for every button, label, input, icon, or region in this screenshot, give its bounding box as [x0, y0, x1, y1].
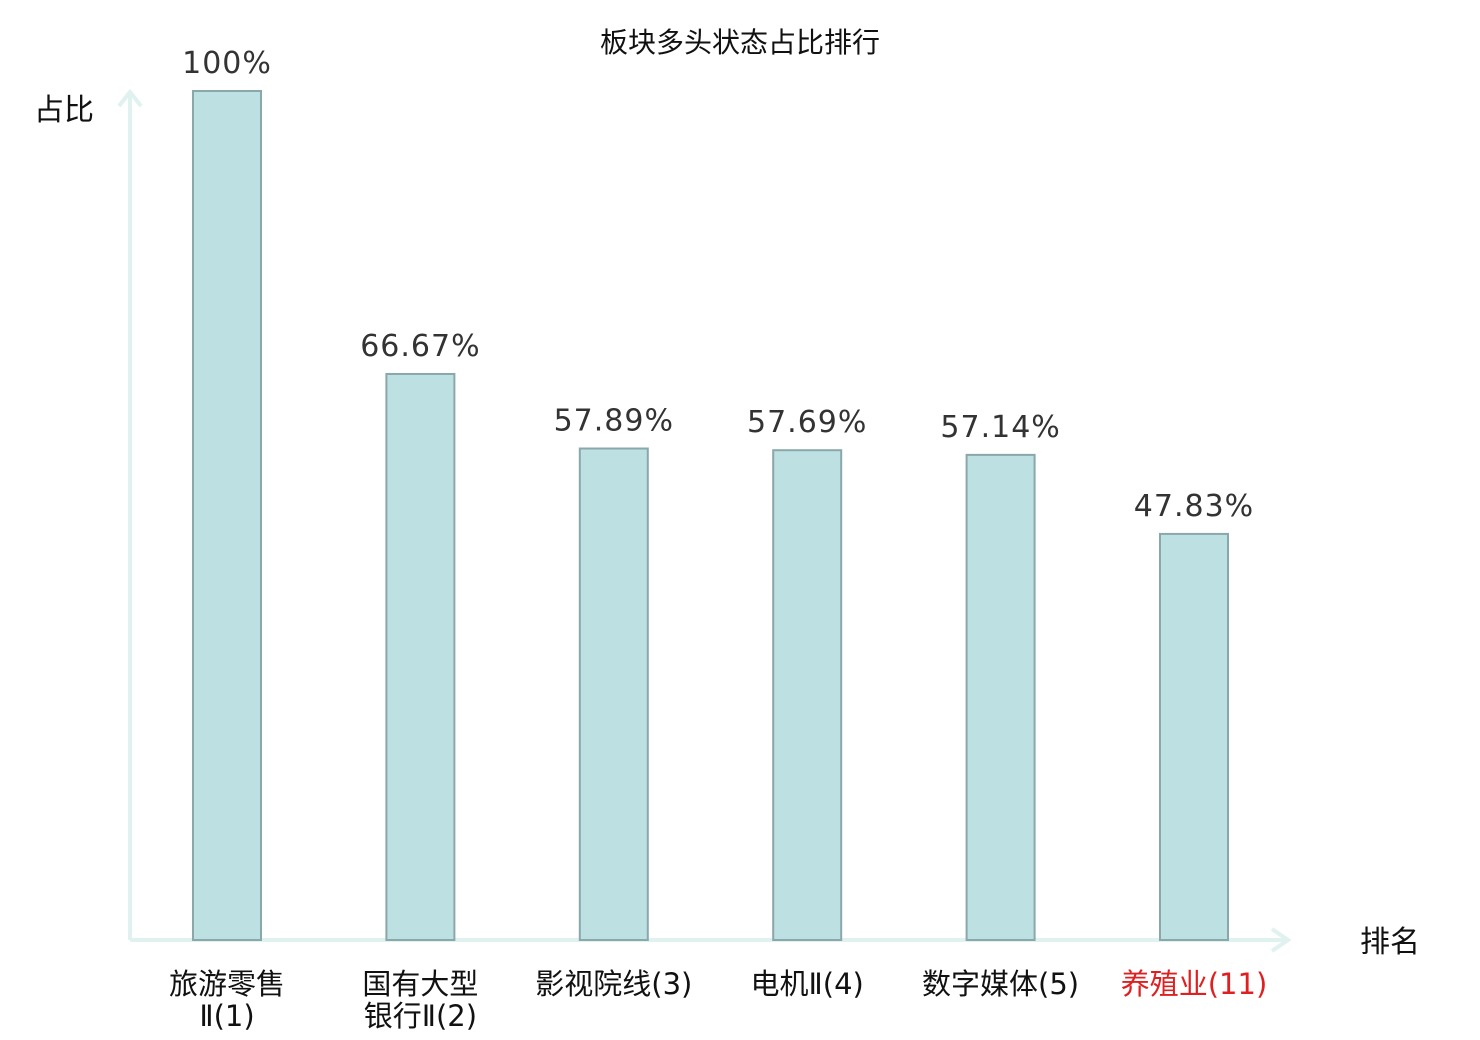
- value-label-2: 66.67%: [360, 329, 480, 364]
- bar-4: [772, 449, 843, 941]
- value-labels-group: 100% 66.67% 57.89% 57.69% 57.14% 47.83%: [182, 46, 1254, 524]
- value-label-3: 57.89%: [554, 404, 674, 439]
- y-axis: [117, 88, 143, 940]
- bar-1: [192, 90, 262, 941]
- value-label-4: 57.69%: [747, 405, 867, 440]
- category-label-3: 影视院线(3): [535, 967, 692, 1001]
- category-label-1: 旅游零售 Ⅱ(1): [169, 967, 285, 1033]
- x-axis-label: 排名: [1360, 925, 1420, 960]
- category-label-line: 银行Ⅱ(2): [364, 999, 477, 1033]
- category-label-line: 影视院线(3): [535, 967, 692, 1001]
- category-labels-group: 旅游零售 Ⅱ(1) 国有大型银行Ⅱ(2) 影视院线(3) 电机Ⅱ(4) 数字媒体(5) 养殖…: [169, 967, 1267, 1033]
- category-label-4: 电机Ⅱ(4): [751, 967, 864, 1001]
- value-label-5: 57.14%: [940, 410, 1060, 445]
- bars-group: [192, 90, 1229, 942]
- category-label-line: 数字媒体(5): [922, 967, 1079, 1001]
- chart-title: 板块多头状态占比排行: [600, 26, 880, 59]
- category-label-line: 国有大型: [362, 967, 478, 1001]
- bar-3: [578, 447, 649, 941]
- category-label-2: 国有大型银行Ⅱ(2): [362, 967, 478, 1033]
- category-label-5: 数字媒体(5): [922, 967, 1079, 1001]
- value-label-1: 100%: [182, 46, 272, 81]
- category-label-6: 养殖业(11): [1121, 967, 1268, 1001]
- category-label-line: Ⅱ(1): [199, 999, 254, 1033]
- category-label-line: 旅游零售: [169, 967, 285, 1001]
- category-label-line: 电机Ⅱ(4): [751, 967, 864, 1001]
- category-label-line: 养殖业(11): [1121, 967, 1268, 1001]
- bar-5: [965, 453, 1036, 941]
- y-axis-label: 占比: [34, 93, 94, 128]
- bar-2: [385, 372, 456, 942]
- x-axis: [130, 927, 1292, 953]
- bar-6: [1159, 532, 1229, 941]
- value-label-6: 47.83%: [1134, 489, 1254, 524]
